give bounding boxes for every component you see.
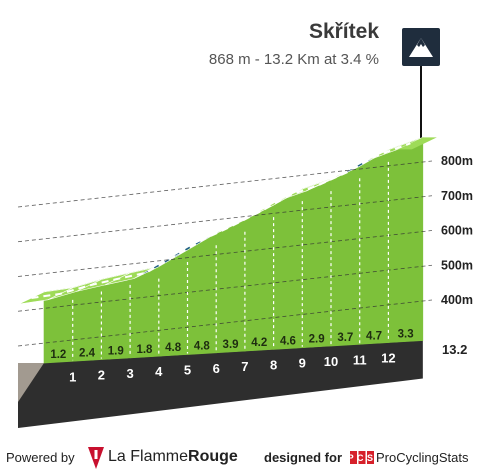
km-marker-label: 7 (241, 359, 248, 374)
climb-segment (215, 219, 246, 354)
mountain-icon (409, 38, 433, 57)
base-band (18, 340, 423, 428)
la-flamme-rouge-brand[interactable]: La FlammeRouge (108, 448, 238, 466)
climb-title: Skřítek (308, 20, 379, 43)
km-marker-label: 3 (126, 366, 133, 381)
climb-segment (301, 178, 332, 349)
km-marker-label: 12 (381, 351, 395, 366)
la-flamme-rouge-icon (88, 447, 104, 469)
gradient-label: 4.6 (280, 335, 296, 347)
brand-part-1: La Flamme (108, 448, 189, 465)
climb-segment (244, 204, 274, 352)
climb-segment (359, 149, 389, 345)
gradient-label: 4.2 (251, 337, 267, 349)
elevation-tick-label: 500m (441, 258, 473, 272)
km-marker-label: 10 (324, 354, 338, 369)
climb-segment (330, 165, 361, 347)
gradient-label: 1.8 (136, 344, 153, 356)
gradient-label: 2.9 (309, 334, 325, 346)
brand-part-2: Rouge (188, 448, 238, 465)
road-centre-line (31, 142, 411, 299)
elevation-axis: 400m 500m 600m 700m 800m (441, 154, 473, 307)
elevation-tick-label: 400m (441, 293, 473, 307)
climb-segment (388, 136, 424, 343)
km-marker-label: 1 (69, 369, 76, 384)
km-marker-label: 11 (353, 352, 367, 367)
climb-segment (158, 249, 188, 357)
climb-subtitle: 868 m - 13.2 Km at 3.4 % (208, 51, 379, 68)
km-marker-label: 4 (155, 364, 163, 379)
climb-segment (187, 232, 217, 355)
elevation-tick-label: 700m (441, 189, 473, 203)
gradient-label: 2.4 (79, 347, 96, 359)
gradient-label: 1.2 (50, 349, 66, 361)
km-marker-label: 9 (299, 356, 306, 371)
procyclingstats-name[interactable]: ProCyclingStats (376, 450, 469, 465)
pcs-logo-icon: PCS (350, 451, 374, 464)
km-marker-label: 2 (98, 368, 105, 383)
gradient-label: 3.3 (398, 329, 414, 341)
elevation-tick-label: 600m (441, 224, 473, 238)
footer: Powered by La FlammeRouge designed for P… (0, 446, 495, 475)
gradient-label: 3.7 (337, 332, 353, 344)
profile-layers (17, 136, 437, 428)
pcs-logo-text: PCS (350, 453, 374, 463)
designed-for-label: designed for (264, 450, 343, 465)
summit-badge (402, 28, 440, 66)
gradient-labels: 1.2 2.4 1.9 1.8 4.8 4.8 3.9 4.2 4.6 2.9 3.7 4.7 3.3 (50, 329, 413, 361)
powered-by-label: Powered by (6, 450, 75, 465)
gradient-label: 3.9 (223, 339, 239, 351)
road-summit-cap (397, 137, 437, 150)
gradient-label: 1.9 (108, 346, 124, 358)
gradient-label: 4.8 (165, 342, 182, 354)
km-total-label: 13.2 (442, 342, 467, 357)
km-marker-label: 5 (184, 363, 191, 378)
gradient-label: 4.7 (366, 330, 382, 342)
km-marker-label: 6 (213, 361, 220, 376)
km-marker-label: 8 (270, 357, 277, 372)
gradient-label: 4.8 (194, 341, 211, 353)
elevation-tick-label: 800m (441, 154, 473, 168)
